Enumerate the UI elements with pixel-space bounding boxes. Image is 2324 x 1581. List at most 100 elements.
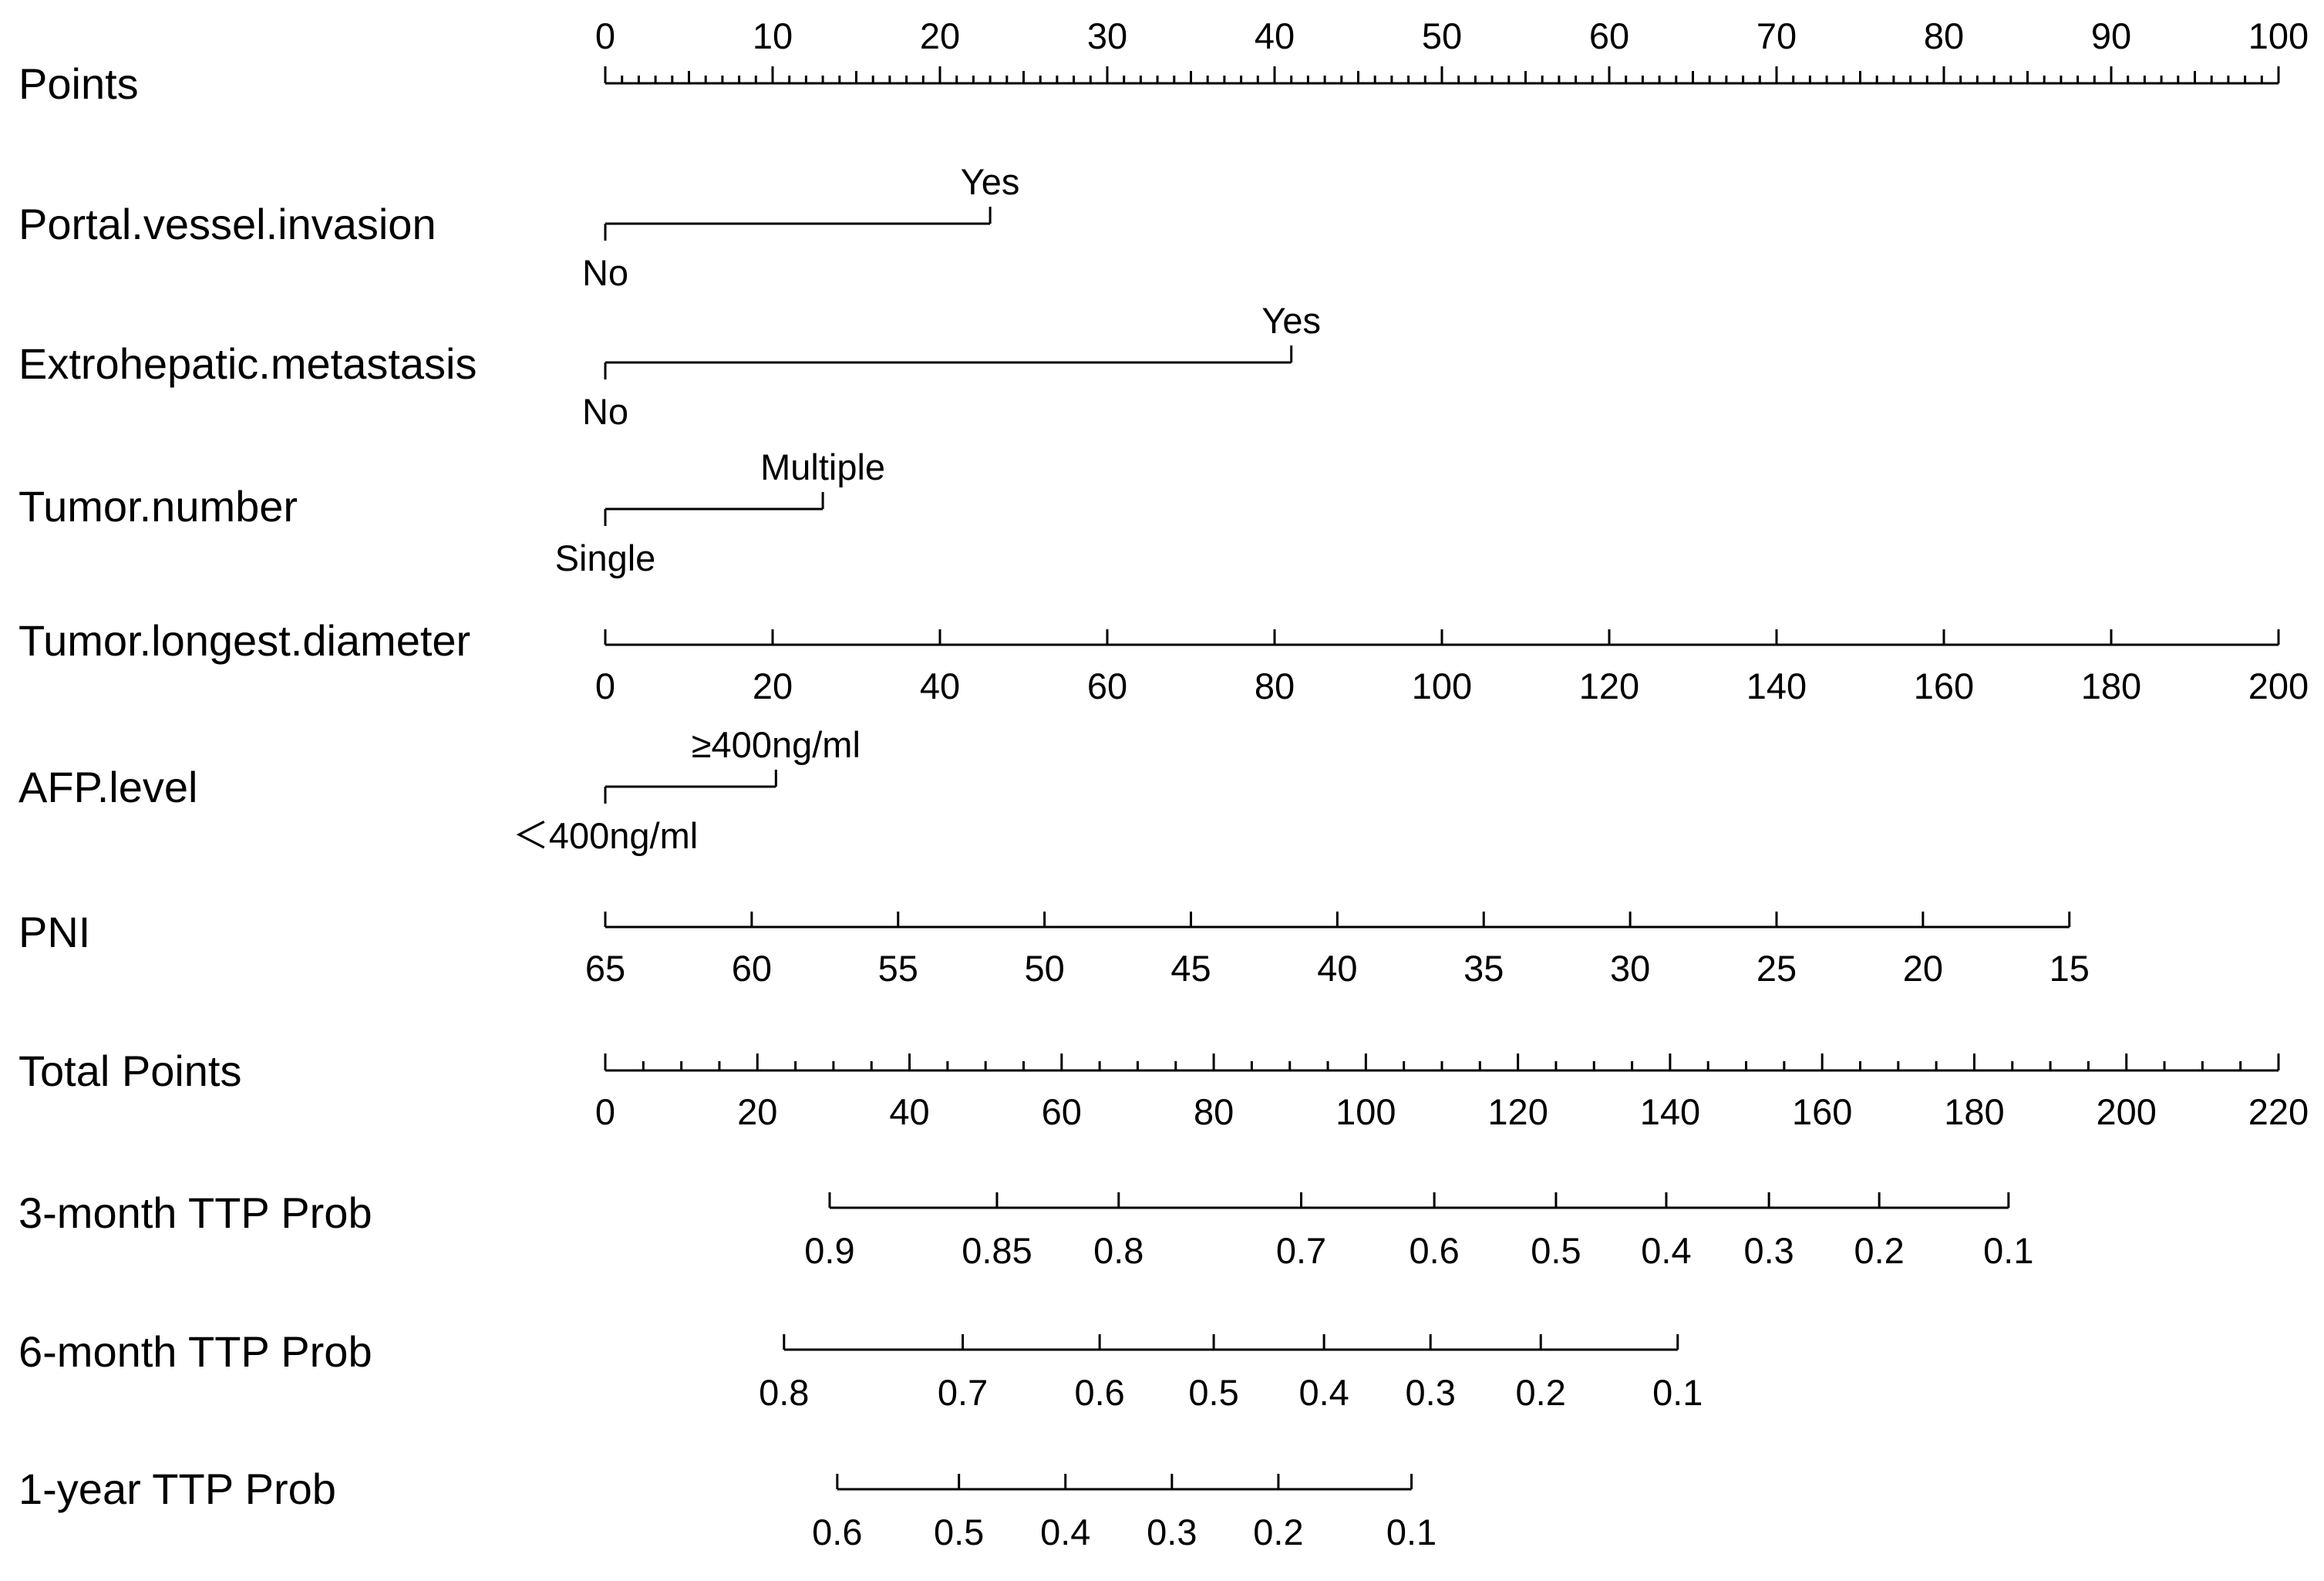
points-tick-label: 50 xyxy=(1422,15,1462,56)
points-tick-label: 100 xyxy=(2248,15,2309,56)
row-p1y: 0.6 0.5 0.4 0.3 0.2 0.1 xyxy=(812,1474,1437,1552)
total-tick-label: 200 xyxy=(2097,1091,2157,1132)
p6-tick-label: 0.7 xyxy=(938,1372,988,1413)
total-tick-label: 220 xyxy=(2248,1091,2309,1132)
total-tick-label: 160 xyxy=(1792,1091,1852,1132)
row-label-extra: Extrohepatic.metastasis xyxy=(19,339,477,388)
row-p6: 0.8 0.7 0.6 0.5 0.4 0.3 0.2 0.1 xyxy=(759,1334,1703,1413)
row-label-p1y: 1-year TTP Prob xyxy=(19,1465,336,1513)
total-tick-label: 140 xyxy=(1640,1091,1700,1132)
p3-tick-label: 0.1 xyxy=(1983,1230,2033,1271)
points-tick-label: 60 xyxy=(1589,15,1629,56)
portal-level-label: No xyxy=(582,252,628,293)
p3-tick-label: 0.7 xyxy=(1276,1230,1326,1271)
pni-tick-label: 30 xyxy=(1610,948,1650,989)
points-tick-label: 10 xyxy=(753,15,793,56)
tdiam-tick-label: 0 xyxy=(595,666,615,706)
pni-tick-label: 25 xyxy=(1756,948,1797,989)
tnum-level-label: Multiple xyxy=(760,447,885,487)
points-tick-label: 90 xyxy=(2091,15,2131,56)
points-tick-label: 20 xyxy=(920,15,960,56)
pni-tick-label: 35 xyxy=(1463,948,1504,989)
points-tick-label: 30 xyxy=(1087,15,1127,56)
tdiam-tick-label: 120 xyxy=(1579,666,1639,706)
pni-tick-label: 50 xyxy=(1024,948,1064,989)
row-label-portal: Portal.vessel.invasion xyxy=(19,200,436,248)
row-label-tdiam: Tumor.longest.diameter xyxy=(19,616,470,665)
row-label-tnum: Tumor.number xyxy=(19,482,298,531)
row-total: 0 20 40 60 80 100 120 140 160 180 200 220 xyxy=(595,1053,2309,1132)
pni-tick-label: 65 xyxy=(585,948,625,989)
row-label-points: Points xyxy=(19,59,139,108)
p6-tick-label: 0.8 xyxy=(759,1372,809,1413)
pni-tick-label: 20 xyxy=(1903,948,1943,989)
row-label-pni: PNI xyxy=(19,908,90,956)
points-tick-label: 70 xyxy=(1756,15,1797,56)
p3-tick-label: 0.6 xyxy=(1409,1230,1459,1271)
axes: 0 10 20 30 40 50 60 70 80 90 100 No Yes No Yes Single Mu… xyxy=(513,15,2309,1552)
p3-tick-label: 0.3 xyxy=(1743,1230,1794,1271)
tdiam-tick-label: 20 xyxy=(753,666,793,706)
portal-level-label: Yes xyxy=(961,161,1020,202)
p1y-tick-label: 0.3 xyxy=(1147,1512,1197,1552)
points-tick-label: 0 xyxy=(595,15,615,56)
afp-level-label: ≥400ng/ml xyxy=(692,724,861,765)
row-label-p6: 6-month TTP Prob xyxy=(19,1327,372,1376)
p6-tick-label: 0.6 xyxy=(1074,1372,1124,1413)
total-tick-label: 180 xyxy=(1944,1091,2004,1132)
total-tick-label: 60 xyxy=(1042,1091,1082,1132)
tdiam-tick-label: 180 xyxy=(2081,666,2141,706)
row-labels: Points Portal.vessel.invasion Extrohepatic… xyxy=(19,59,477,1513)
row-p3: 0.9 0.85 0.8 0.7 0.6 0.5 0.4 0.3 0.2 0.1 xyxy=(804,1192,2034,1271)
points-tick-label: 40 xyxy=(1255,15,1295,56)
tdiam-tick-label: 80 xyxy=(1255,666,1295,706)
extra-level-label: No xyxy=(582,391,628,432)
pni-tick-label: 40 xyxy=(1317,948,1357,989)
afp-level-label: ＜400ng/ml xyxy=(513,815,698,856)
p1y-tick-label: 0.1 xyxy=(1386,1512,1437,1552)
total-tick-label: 40 xyxy=(889,1091,929,1132)
pni-tick-label: 60 xyxy=(732,948,772,989)
points-tick-label: 80 xyxy=(1924,15,1964,56)
p6-tick-label: 0.2 xyxy=(1516,1372,1566,1413)
p1y-tick-label: 0.5 xyxy=(934,1512,984,1552)
row-afp: ＜400ng/ml ≥400ng/ml xyxy=(513,724,861,856)
p6-tick-label: 0.3 xyxy=(1406,1372,1456,1413)
extra-level-label: Yes xyxy=(1261,300,1321,341)
total-tick-label: 100 xyxy=(1335,1091,1396,1132)
p1y-tick-label: 0.6 xyxy=(812,1512,862,1552)
p3-tick-label: 0.5 xyxy=(1531,1230,1581,1271)
p6-tick-label: 0.5 xyxy=(1188,1372,1238,1413)
tnum-level-label: Single xyxy=(555,538,656,578)
row-tdiam: 0 20 40 60 80 100 120 140 160 180 200 xyxy=(595,629,2309,706)
p3-tick-label: 0.9 xyxy=(804,1230,854,1271)
row-points: 0 10 20 30 40 50 60 70 80 90 100 xyxy=(595,15,2309,85)
p1y-tick-label: 0.4 xyxy=(1040,1512,1090,1552)
tdiam-tick-label: 60 xyxy=(1087,666,1127,706)
row-label-p3: 3-month TTP Prob xyxy=(19,1188,372,1237)
row-tnum: Single Multiple xyxy=(555,447,885,578)
pni-tick-label: 55 xyxy=(878,948,918,989)
tdiam-tick-label: 200 xyxy=(2248,666,2309,706)
p3-tick-label: 0.85 xyxy=(962,1230,1032,1271)
pni-tick-label: 15 xyxy=(2049,948,2090,989)
total-tick-label: 0 xyxy=(595,1091,615,1132)
total-tick-label: 20 xyxy=(737,1091,777,1132)
p6-tick-label: 0.1 xyxy=(1652,1372,1703,1413)
p6-tick-label: 0.4 xyxy=(1298,1372,1349,1413)
row-portal: No Yes xyxy=(582,161,1019,293)
row-label-total: Total Points xyxy=(19,1047,242,1095)
total-tick-label: 80 xyxy=(1194,1091,1234,1132)
p3-tick-label: 0.8 xyxy=(1093,1230,1143,1271)
pni-tick-label: 45 xyxy=(1170,948,1211,989)
tdiam-tick-label: 140 xyxy=(1746,666,1807,706)
p3-tick-label: 0.4 xyxy=(1641,1230,1691,1271)
row-extra: No Yes xyxy=(582,300,1321,432)
p1y-tick-label: 0.2 xyxy=(1253,1512,1303,1552)
total-tick-label: 120 xyxy=(1487,1091,1548,1132)
tdiam-tick-label: 40 xyxy=(920,666,960,706)
row-label-afp: AFP.level xyxy=(19,763,197,811)
tdiam-tick-label: 100 xyxy=(1412,666,1472,706)
p3-tick-label: 0.2 xyxy=(1854,1230,1904,1271)
